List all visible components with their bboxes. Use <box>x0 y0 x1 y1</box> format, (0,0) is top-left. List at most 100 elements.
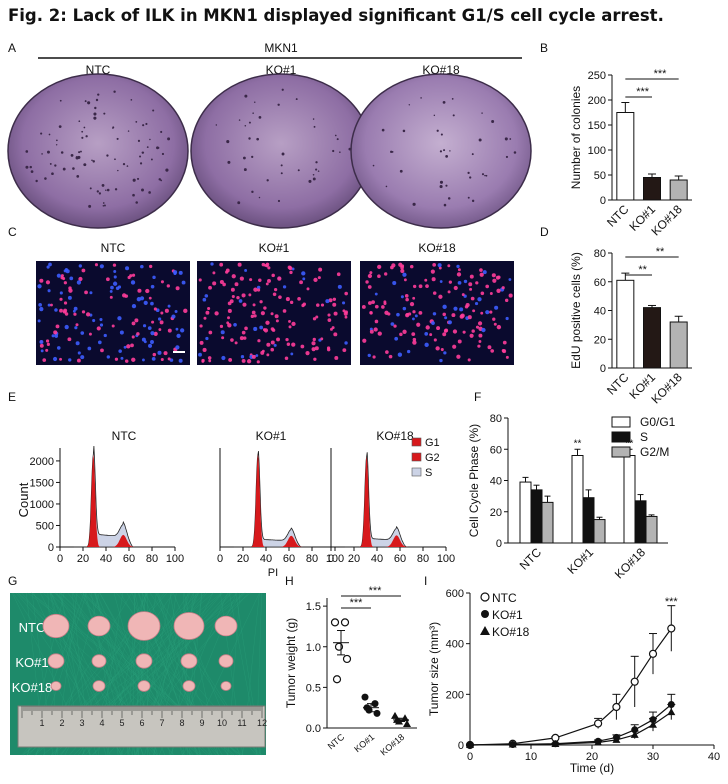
cell-nucleus <box>106 277 110 282</box>
colony-dot <box>433 114 436 117</box>
colony-dot <box>56 139 58 142</box>
cell-nucleus <box>80 355 85 360</box>
y-tick-label: 200 <box>588 95 606 107</box>
cell-nucleus <box>496 288 501 293</box>
cell-nucleus <box>397 352 403 357</box>
cell-nucleus <box>367 353 371 358</box>
colony-dot <box>93 116 97 120</box>
legend-swatch <box>611 446 631 458</box>
cell-nucleus <box>253 314 257 318</box>
cell-nucleus <box>373 327 378 332</box>
cell-nucleus <box>416 322 421 327</box>
cell-nucleus <box>242 302 247 307</box>
colony-dot <box>443 203 447 207</box>
data-point <box>593 719 603 728</box>
cell-nucleus <box>438 294 443 299</box>
x-tick-label: 0 <box>328 553 334 565</box>
cell-nucleus <box>67 295 72 300</box>
s-phase-area <box>233 451 312 548</box>
cell-nucleus <box>402 306 407 311</box>
colony-dot <box>295 98 298 101</box>
cell-nucleus <box>412 310 416 314</box>
cell-nucleus <box>399 332 403 337</box>
colony-dot <box>449 150 451 152</box>
y-tick-label: 1000 <box>30 499 54 511</box>
cell-nucleus <box>302 302 307 306</box>
cell-nucleus <box>265 320 270 325</box>
cell-nucleus <box>229 299 234 304</box>
cell-nucleus <box>485 310 490 315</box>
bar <box>623 455 636 544</box>
cell-nucleus <box>255 354 259 357</box>
cell-nucleus <box>59 297 63 301</box>
bar <box>643 307 661 369</box>
cell-nucleus <box>289 270 293 275</box>
cell-nucleus <box>52 356 58 362</box>
cell-nucleus <box>219 324 224 328</box>
cell-nucleus <box>325 299 330 304</box>
colony-dot <box>116 137 119 140</box>
colony-dot <box>339 151 341 153</box>
cell-nucleus <box>412 337 417 342</box>
cell-nucleus <box>442 332 447 337</box>
x-tick-label: 60 <box>123 553 135 565</box>
cell-nucleus <box>393 324 397 328</box>
cell-nucleus <box>60 274 64 278</box>
colony-dot <box>59 99 62 102</box>
colony-dot <box>139 162 143 165</box>
legend-swatch <box>411 452 422 462</box>
cell-nucleus <box>432 291 437 295</box>
x-tick-label: 60 <box>394 553 406 565</box>
cell-nucleus <box>87 346 92 351</box>
colony-dot <box>237 201 241 205</box>
cell-nucleus <box>252 303 256 307</box>
data-point <box>612 735 621 743</box>
colony-dot <box>420 97 422 99</box>
cell-nucleus <box>153 331 158 336</box>
cell-nucleus <box>442 304 447 309</box>
colony-dot <box>485 174 488 177</box>
cell-nucleus <box>343 311 348 316</box>
cell-nucleus <box>425 325 430 330</box>
cell-nucleus <box>365 280 369 284</box>
colony-dot <box>258 116 262 119</box>
cell-nucleus <box>313 277 318 282</box>
cell-nucleus <box>143 340 147 344</box>
y-tick-label: 40 <box>594 306 606 318</box>
bar <box>582 497 595 544</box>
cell-nucleus <box>119 330 124 335</box>
cell-nucleus <box>63 281 67 285</box>
cell-nucleus <box>212 271 216 275</box>
cell-nucleus <box>430 269 435 274</box>
cell-nucleus <box>377 274 381 279</box>
panel-c: NTC KO#1 KO#18 <box>36 241 514 365</box>
legend-label: KO#18 <box>492 625 530 639</box>
cell-nucleus <box>477 321 483 326</box>
cell-nucleus <box>367 273 373 279</box>
cell-nucleus <box>54 308 58 312</box>
colony-dot <box>94 106 97 110</box>
cell-nucleus <box>489 292 493 295</box>
cell-nucleus <box>412 284 417 289</box>
cell-nucleus <box>433 338 437 342</box>
tumor <box>127 611 161 641</box>
cell-nucleus <box>369 329 374 334</box>
panel-h-chart: 0.0 0.5 1.0 1.5 Tumor weight (g) NTC KO#1 KO#18… <box>284 585 417 758</box>
colony-dot <box>248 121 251 124</box>
cell-nucleus <box>470 296 475 301</box>
x-tick-label: 20 <box>237 553 249 565</box>
data-point <box>361 693 369 701</box>
cell-nucleus <box>390 265 394 270</box>
cell-nucleus <box>150 340 154 344</box>
ruler-number: 11 <box>237 718 246 728</box>
cell-nucleus <box>313 357 317 361</box>
cell-nucleus <box>89 291 93 295</box>
colony-dot <box>97 93 100 96</box>
cell-nucleus <box>259 325 264 330</box>
data-point <box>508 740 517 748</box>
cell-nucleus <box>284 356 289 361</box>
cell-nucleus <box>210 262 214 266</box>
colony-dot <box>146 146 149 149</box>
x-tick-label: 40 <box>100 553 112 565</box>
cell-nucleus <box>493 322 497 326</box>
